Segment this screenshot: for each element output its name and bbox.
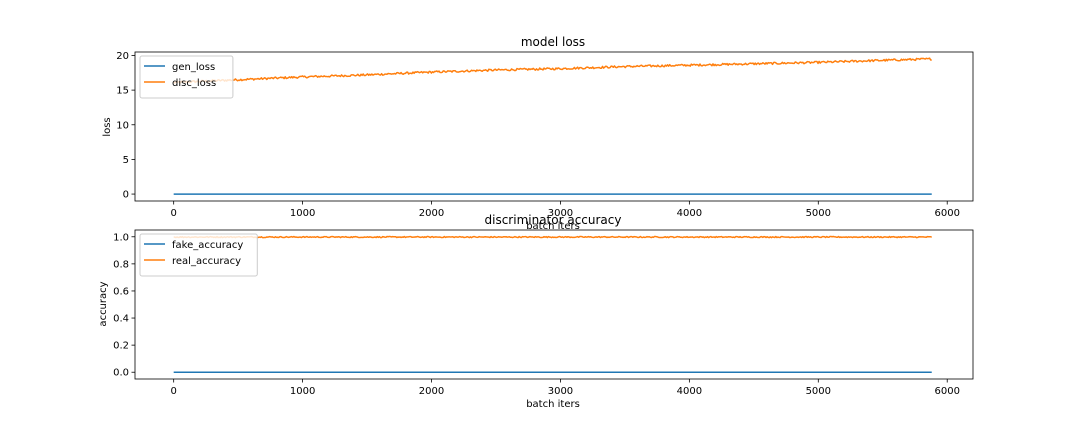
accuracy-chart-legend-box (139, 233, 258, 277)
loss-chart-series-disc-loss (173, 57, 932, 84)
loss-chart-ytick-label: 5 (123, 155, 129, 166)
legend-disc-loss-label: disc_loss (172, 78, 216, 89)
accuracy-chart-axes-frame (134, 229, 974, 380)
accuracy-chart: discriminator accuracy batch iters accur… (98, 213, 974, 410)
accuracy-chart-xtick-label: 1000 (290, 386, 315, 397)
accuracy-chart-ytick-label: 0.8 (113, 259, 129, 270)
loss-chart-xtick-label: 0 (170, 208, 176, 219)
loss-chart-xtick-label: 3000 (548, 208, 573, 219)
accuracy-chart-ytick-label: 0.4 (113, 314, 129, 325)
accuracy-chart-ylabel: accuracy (98, 281, 109, 326)
accuracy-chart-xtick-label: 5000 (806, 386, 831, 397)
legend-real-accuracy-label: real_accuracy (172, 256, 241, 267)
accuracy-chart-ytick-label: 1.0 (113, 232, 129, 243)
loss-chart-xlabel: batch iters (526, 221, 580, 232)
accuracy-chart-title: discriminator accuracy (485, 213, 622, 227)
accuracy-chart-xtick-label: 2000 (419, 386, 444, 397)
loss-chart-ytick-label: 15 (116, 86, 129, 97)
accuracy-chart-xlabel: batch iters (526, 399, 580, 410)
loss-chart-ticks: 0 1000 2000 3000 4000 5000 6000 0 5 10 15 20 (116, 51, 960, 219)
loss-chart-series (173, 57, 932, 195)
accuracy-chart-xtick-label: 4000 (677, 386, 702, 397)
accuracy-chart-ytick-label: 0.2 (113, 341, 129, 352)
accuracy-chart-ticks: 0 1000 2000 3000 4000 5000 6000 0.0 0.2 0.4 0.6 0.8… (113, 232, 960, 397)
loss-chart: model loss batch iters loss 0 1000 2000 300… (102, 35, 974, 232)
accuracy-chart-xtick-label: 3000 (548, 386, 573, 397)
loss-chart-axes-frame (134, 51, 974, 202)
accuracy-chart-xtick-label: 0 (170, 386, 176, 397)
accuracy-chart-series-real-accuracy (173, 235, 933, 239)
loss-chart-ytick-label: 10 (116, 120, 129, 131)
accuracy-chart-xtick-label: 6000 (934, 386, 959, 397)
legend-gen-loss-label: gen_loss (172, 62, 215, 73)
loss-chart-title: model loss (521, 35, 585, 49)
loss-chart-xtick-label: 2000 (419, 208, 444, 219)
loss-chart-ylabel: loss (102, 117, 113, 136)
loss-chart-legend: gen_loss disc_loss (139, 55, 234, 99)
accuracy-chart-ytick-label: 0.0 (113, 368, 129, 379)
legend-fake-accuracy-label: fake_accuracy (172, 240, 243, 251)
accuracy-chart-series (173, 235, 933, 373)
loss-chart-xtick-label: 1000 (290, 208, 315, 219)
accuracy-chart-legend: fake_accuracy real_accuracy (139, 233, 258, 277)
loss-chart-xtick-label: 4000 (677, 208, 702, 219)
loss-chart-ytick-label: 0 (123, 190, 129, 201)
loss-chart-ytick-label: 20 (116, 51, 129, 62)
loss-chart-xtick-label: 6000 (934, 208, 959, 219)
loss-chart-xtick-label: 5000 (806, 208, 831, 219)
accuracy-chart-ytick-label: 0.6 (113, 286, 129, 297)
